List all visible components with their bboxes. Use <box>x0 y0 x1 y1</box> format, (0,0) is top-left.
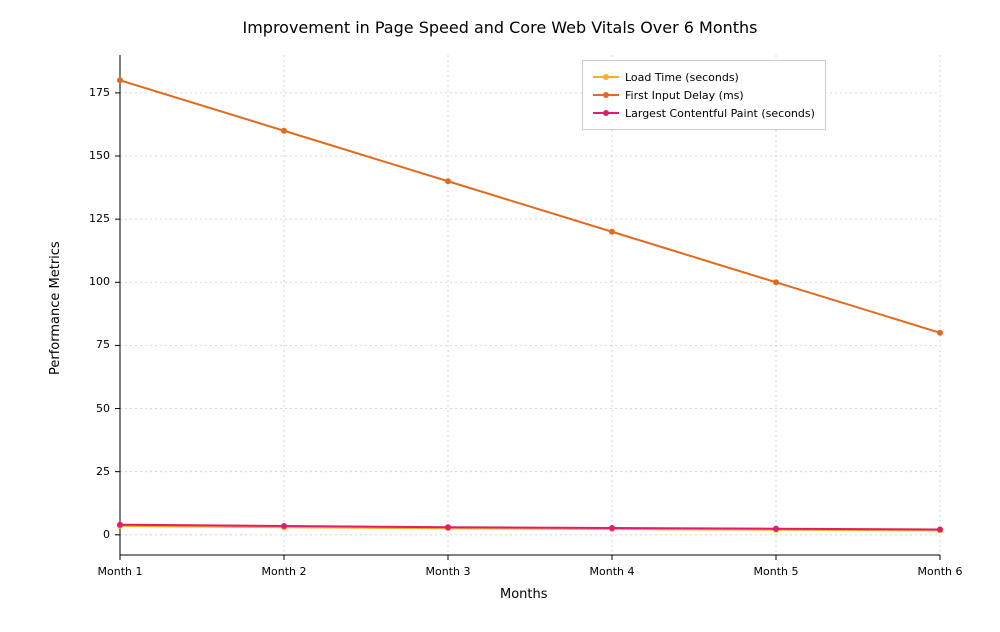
series-marker <box>445 524 451 530</box>
y-tick-label: 175 <box>89 86 110 99</box>
legend-label: First Input Delay (ms) <box>625 89 744 102</box>
x-tick-label: Month 6 <box>910 565 970 578</box>
chart-container: Improvement in Page Speed and Core Web V… <box>0 0 1000 632</box>
legend-swatch <box>593 106 619 120</box>
series-marker <box>281 523 287 529</box>
series-marker <box>609 525 615 531</box>
y-axis-label: Performance Metrics <box>48 241 63 375</box>
y-tick-label: 50 <box>96 402 110 415</box>
legend-item: Largest Contentful Paint (seconds) <box>593 105 815 121</box>
y-tick-label: 0 <box>103 528 110 541</box>
legend: Load Time (seconds) First Input Delay (ms… <box>582 60 826 130</box>
series-marker <box>773 526 779 532</box>
legend-item: Load Time (seconds) <box>593 69 815 85</box>
x-tick-label: Month 4 <box>582 565 642 578</box>
legend-item: First Input Delay (ms) <box>593 87 815 103</box>
y-tick-label: 125 <box>89 212 110 225</box>
chart-svg <box>0 0 1000 632</box>
series-marker <box>609 229 615 235</box>
legend-label: Largest Contentful Paint (seconds) <box>625 107 815 120</box>
x-tick-label: Month 5 <box>746 565 806 578</box>
series-marker <box>117 77 123 83</box>
series-marker <box>281 128 287 134</box>
legend-label: Load Time (seconds) <box>625 71 739 84</box>
legend-swatch <box>593 88 619 102</box>
series-marker <box>445 178 451 184</box>
y-tick-label: 150 <box>89 149 110 162</box>
x-tick-label: Month 1 <box>90 565 150 578</box>
legend-swatch <box>593 70 619 84</box>
y-tick-label: 25 <box>96 465 110 478</box>
series-marker <box>937 526 943 532</box>
x-tick-label: Month 2 <box>254 565 314 578</box>
y-tick-label: 100 <box>89 275 110 288</box>
series-marker <box>773 279 779 285</box>
series-marker <box>117 522 123 528</box>
x-tick-label: Month 3 <box>418 565 478 578</box>
y-tick-label: 75 <box>96 338 110 351</box>
series-marker <box>937 330 943 336</box>
x-axis-label: Months <box>500 587 548 602</box>
chart-title: Improvement in Page Speed and Core Web V… <box>0 18 1000 37</box>
